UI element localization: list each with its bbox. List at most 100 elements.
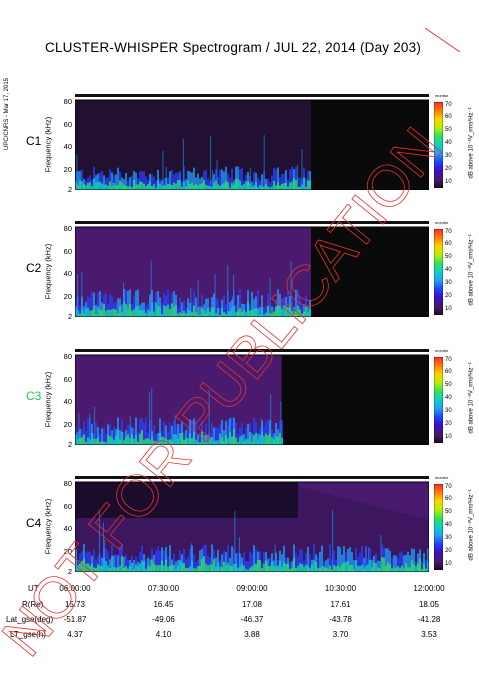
- emission-core: [175, 304, 177, 317]
- emission-core: [141, 560, 143, 572]
- emission-core: [97, 564, 99, 572]
- orbit-value: 09:00:00: [236, 584, 268, 593]
- emission-core: [305, 186, 307, 190]
- emission-column: [291, 561, 293, 572]
- emission-core: [377, 567, 379, 572]
- emission-core: [289, 304, 291, 317]
- emission-core: [345, 561, 347, 572]
- emission-core: [183, 439, 185, 445]
- emission-column: [231, 546, 233, 572]
- emission-column: [267, 293, 269, 317]
- emission-core: [191, 312, 193, 317]
- emission-column: [191, 301, 193, 317]
- emission-column: [207, 298, 209, 317]
- emission-core: [123, 184, 125, 190]
- emission-column: [225, 166, 227, 190]
- orbit-value: -41.28: [417, 615, 441, 624]
- emission-column: [235, 166, 237, 190]
- emission-column: [201, 294, 203, 317]
- plot-frame: [75, 226, 429, 317]
- emission-column: [219, 169, 221, 190]
- emission-core: [179, 560, 181, 572]
- emission-core: [401, 565, 403, 572]
- emission-core: [225, 565, 227, 572]
- emission-core: [135, 564, 137, 572]
- emission-core: [295, 568, 297, 572]
- emission-core: [111, 556, 113, 572]
- y-tick-label: 20: [63, 164, 72, 174]
- emission-core: [213, 307, 215, 317]
- spectrogram-plot: [75, 349, 429, 445]
- emission-core: [127, 186, 129, 190]
- emission-core: [79, 313, 81, 317]
- emission-column: [219, 560, 221, 572]
- emission-core: [203, 556, 205, 572]
- emission-column: [237, 166, 239, 190]
- emission-core: [255, 563, 257, 572]
- emission-core: [363, 568, 365, 572]
- emission-column: [121, 304, 123, 317]
- emission-core: [301, 564, 303, 572]
- emission-column: [145, 176, 147, 190]
- emission-column: [179, 297, 181, 317]
- emission-core: [113, 183, 115, 190]
- orbit-value: -46.37: [240, 615, 264, 624]
- emission-core: [255, 181, 257, 190]
- emission-core: [373, 562, 375, 572]
- emission-column: [221, 554, 223, 572]
- emission-core: [169, 309, 171, 317]
- emission-column: [343, 546, 345, 572]
- emission-core: [239, 436, 241, 445]
- emission-column: [261, 562, 263, 572]
- emission-core: [215, 440, 217, 445]
- emission-core: [375, 562, 377, 572]
- emission-core: [221, 183, 223, 190]
- emission-column: [105, 178, 107, 190]
- emission-core: [253, 185, 255, 190]
- emission-column: [79, 170, 81, 190]
- emission-core: [253, 564, 255, 572]
- emission-core: [83, 434, 85, 445]
- spike: [209, 136, 211, 190]
- emission-core: [267, 565, 269, 572]
- emission-core: [245, 568, 247, 572]
- emission-core: [265, 560, 267, 572]
- emission-core: [87, 437, 89, 445]
- emission-core: [347, 560, 349, 572]
- emission-column: [233, 548, 235, 572]
- emission-core: [173, 182, 175, 190]
- emission-column: [105, 293, 107, 317]
- emission-core: [145, 185, 147, 190]
- spike: [98, 510, 100, 572]
- emission-core: [215, 313, 217, 317]
- emission-column: [205, 544, 207, 572]
- emission-core: [257, 559, 259, 572]
- emission-column: [299, 296, 301, 317]
- emission-core: [245, 312, 247, 317]
- emission-core: [285, 307, 287, 317]
- colorbar-label: dB above 10⁻⁸V_rms²Hz⁻¹: [468, 489, 475, 561]
- emission-column: [281, 554, 283, 572]
- emission-column: [227, 544, 229, 572]
- emission-core: [191, 438, 193, 445]
- emission-core: [193, 305, 195, 317]
- emission-core: [217, 308, 219, 317]
- emission-column: [347, 548, 349, 572]
- emission-core: [293, 314, 295, 317]
- emission-column: [183, 300, 185, 317]
- emission-column: [277, 167, 279, 190]
- emission-column: [107, 424, 109, 445]
- emission-core: [367, 564, 369, 572]
- emission-core: [161, 436, 163, 445]
- emission-column: [171, 169, 173, 190]
- y-tick-label: 2: [67, 312, 72, 321]
- emission-column: [275, 552, 277, 572]
- emission-column: [303, 304, 305, 317]
- emission-column: [137, 178, 139, 190]
- emission-column: [99, 290, 101, 317]
- emission-core: [177, 180, 179, 190]
- emission-core: [275, 436, 277, 445]
- emission-column: [371, 559, 373, 572]
- emission-core: [101, 310, 103, 317]
- orbit-value: 3.88: [244, 630, 260, 639]
